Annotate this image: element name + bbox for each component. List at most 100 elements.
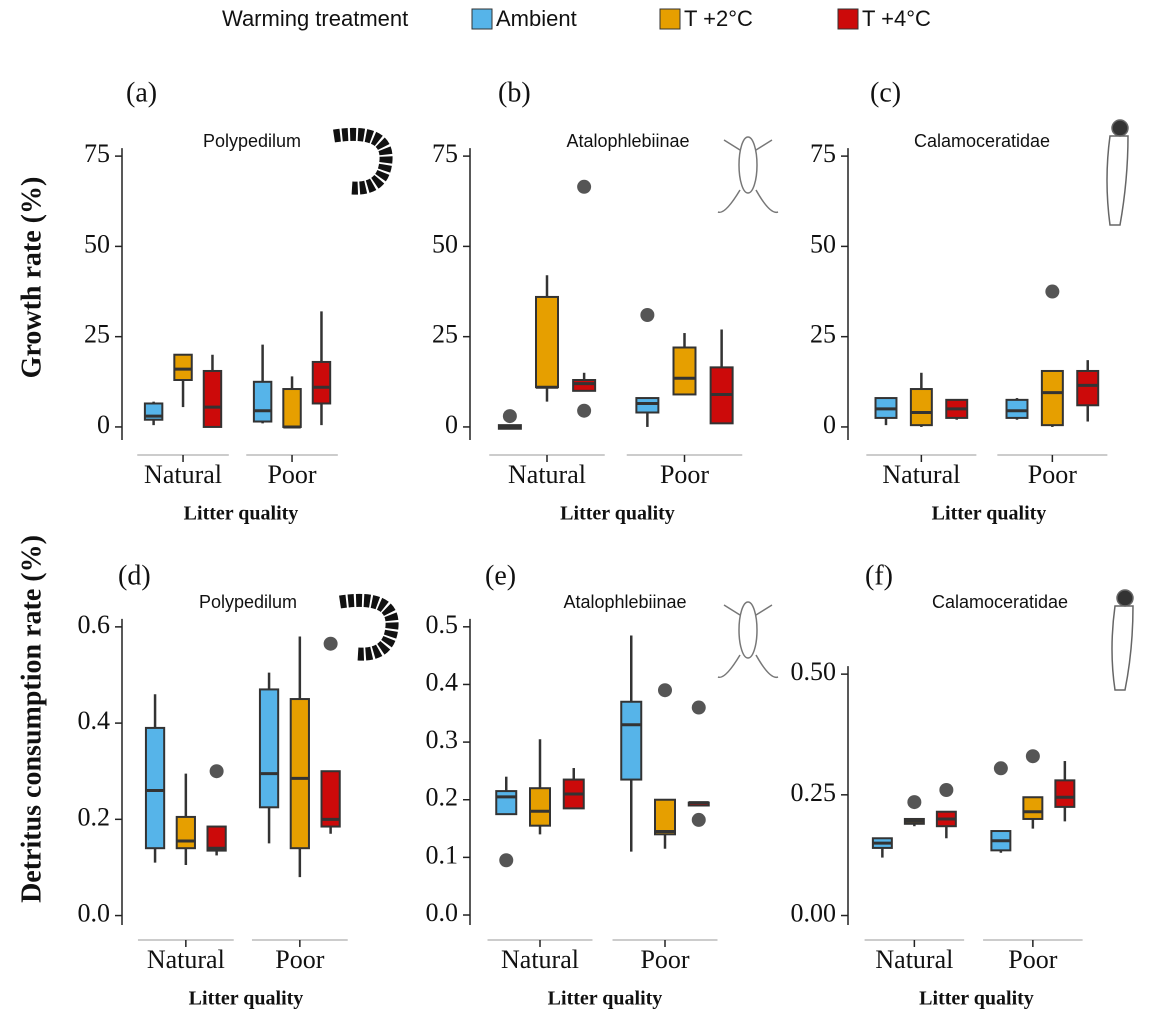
y-tick-label: 75 (84, 139, 110, 168)
panel-label: (e) (485, 560, 516, 591)
y-tick-label: 75 (432, 139, 458, 168)
y-axis-title: Detritus consumption rate (%) (16, 535, 47, 903)
outlier (1025, 749, 1040, 764)
box (202, 369, 223, 428)
caddis-icon (1111, 589, 1134, 691)
outlier (640, 308, 655, 322)
outlier (691, 700, 706, 715)
panel-label: (a) (126, 77, 157, 108)
outlier (323, 636, 338, 651)
outlier (658, 683, 672, 698)
y-tick-label: 25 (810, 320, 836, 349)
box (282, 388, 302, 428)
outlier (209, 764, 224, 779)
legend-swatch (659, 8, 681, 30)
y-axis-title: Growth rate (%) (16, 177, 47, 379)
mayfly-icon (717, 601, 779, 679)
legend-label: T +2°C (684, 6, 753, 31)
y-tick-label: 0.3 (426, 725, 459, 754)
panel-label: (c) (870, 77, 901, 108)
y-tick-label: 75 (810, 139, 836, 168)
y-tick-label: 25 (84, 320, 110, 349)
box (258, 688, 280, 809)
outlier (577, 179, 592, 194)
outlier (907, 795, 922, 810)
panel-label: (f) (865, 560, 893, 591)
legend-title: Warming treatment (222, 6, 408, 31)
y-tick-label: 50 (432, 229, 458, 258)
mayfly-icon (717, 136, 779, 214)
box (1076, 369, 1100, 407)
x-axis-title: Litter quality (560, 503, 675, 525)
outlier (502, 409, 517, 424)
box (173, 353, 193, 382)
y-tick-label: 0 (823, 410, 836, 439)
panel-label: (b) (498, 77, 531, 108)
x-tick-label: Natural (501, 945, 579, 974)
box (1054, 779, 1076, 808)
legend: Warming treatment (222, 6, 408, 31)
y-tick-label: 0.25 (791, 778, 837, 807)
outlier (691, 812, 706, 827)
box (620, 700, 643, 781)
x-axis-title: Litter quality (932, 503, 1047, 525)
box (572, 379, 597, 392)
taxon-name: Polypedilum (199, 592, 297, 612)
x-tick-label: Poor (267, 460, 316, 489)
panel-label: (d) (118, 560, 151, 591)
y-tick-label: 0 (97, 410, 110, 439)
box (1022, 796, 1044, 820)
taxon-name: Calamoceratidae (932, 592, 1068, 612)
box (289, 698, 310, 850)
box (311, 360, 332, 405)
box (206, 825, 227, 852)
y-tick-label: 0.0 (426, 898, 459, 927)
box (635, 397, 660, 414)
legend-label: T +4°C (862, 6, 931, 31)
outlier (499, 853, 514, 868)
box (320, 770, 341, 828)
y-tick-label: 0.00 (791, 898, 837, 927)
outlier (939, 783, 954, 797)
box (1040, 369, 1064, 427)
worm-icon (339, 593, 399, 661)
y-tick-label: 50 (810, 229, 836, 258)
box (672, 346, 697, 396)
x-tick-label: Natural (882, 460, 960, 489)
x-tick-label: Poor (640, 945, 689, 974)
x-tick-label: Natural (144, 460, 222, 489)
worm-icon (333, 127, 393, 195)
outlier (1045, 284, 1060, 299)
y-tick-label: 0.0 (78, 899, 111, 928)
box (535, 295, 559, 389)
y-tick-label: 0.1 (426, 840, 459, 869)
caddis-icon (1106, 119, 1129, 226)
x-tick-label: Natural (147, 945, 225, 974)
y-tick-label: 0.6 (78, 610, 111, 639)
legend-swatch (837, 8, 859, 30)
box (495, 790, 518, 816)
x-axis-title: Litter quality (189, 988, 304, 1010)
x-axis-title: Litter quality (919, 988, 1034, 1010)
y-tick-label: 0.4 (78, 706, 111, 735)
outlier (577, 403, 592, 418)
y-tick-label: 0.4 (426, 667, 459, 696)
outlier (993, 761, 1008, 776)
x-tick-label: Natural (508, 460, 586, 489)
box (252, 380, 273, 423)
x-tick-label: Poor (660, 460, 709, 489)
x-axis-title: Litter quality (548, 988, 663, 1010)
y-tick-label: 0.5 (426, 610, 459, 639)
taxon-name: Calamoceratidae (914, 131, 1050, 151)
icons (333, 119, 1134, 691)
y-tick-label: 0.50 (791, 657, 837, 686)
x-tick-label: Poor (1008, 945, 1057, 974)
x-tick-label: Poor (275, 945, 324, 974)
y-tick-label: 0 (445, 410, 458, 439)
y-tick-label: 50 (84, 229, 110, 258)
box (529, 787, 551, 827)
y-tick-label: 0.2 (426, 783, 459, 812)
box (909, 388, 933, 427)
box (1005, 398, 1029, 419)
